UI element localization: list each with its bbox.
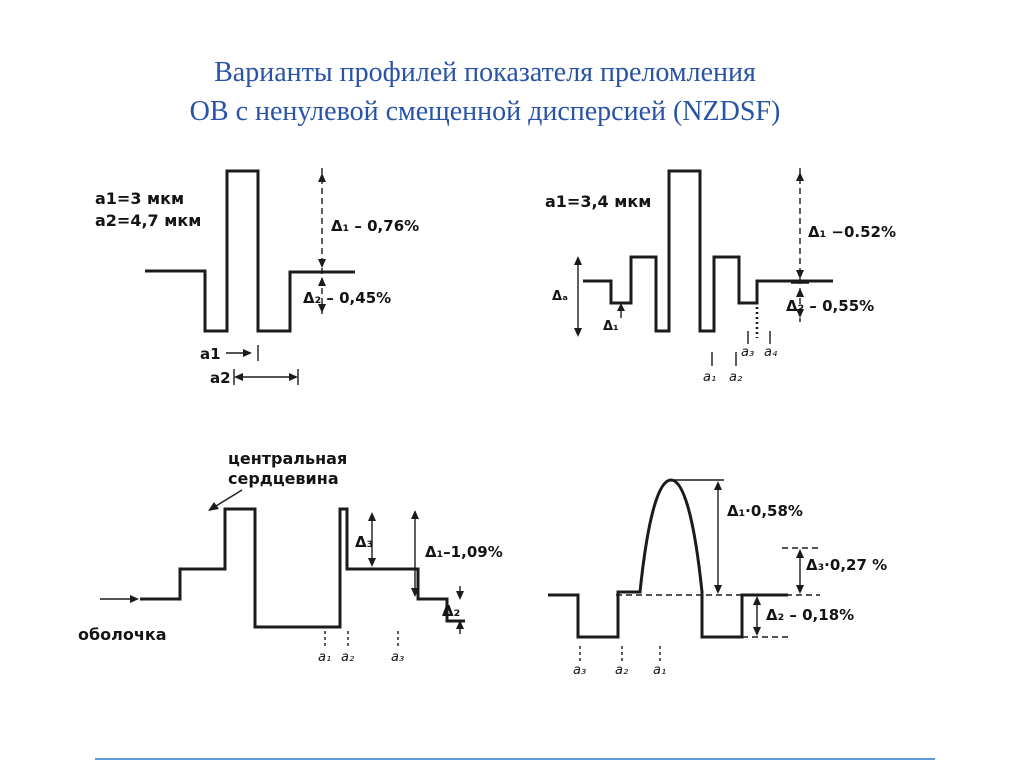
delta2-label: Δ₂ xyxy=(442,602,460,620)
arrowhead-up-icon xyxy=(796,172,804,181)
refractive-profile-curve xyxy=(140,507,465,629)
delta2-label: Δ₂ – 0,45% xyxy=(303,289,391,307)
arrowhead-up-icon xyxy=(753,596,761,605)
delta3-label: Δ₃·0,27 % xyxy=(806,556,887,574)
core-label-line1: центральная xyxy=(228,449,347,468)
arrowhead-up-icon xyxy=(318,277,326,286)
delta2-label: Δ₂ – 0,55% xyxy=(786,297,874,315)
delta1-label: Δ₁ −0.52% xyxy=(808,223,896,241)
radius-a2-label: a₂ xyxy=(341,650,354,665)
delta1-label: Δ₁ – 0,76% xyxy=(331,217,419,235)
radius-a4-label: a₄ xyxy=(764,345,778,360)
arrowhead-up-icon xyxy=(411,510,419,519)
diagram-top-left: a1=3 мкм a2=4,7 мкм Δ₁ – 0,76% Δ₂ – 0,45… xyxy=(95,168,419,387)
arrowhead-down-icon xyxy=(796,585,804,594)
radius-a2-label: a₂ xyxy=(729,370,742,385)
arrowhead-up-icon xyxy=(318,173,326,182)
refractive-profile-curve xyxy=(145,169,355,333)
arrowhead-down-icon xyxy=(574,328,582,337)
diagram-top-right: a1=3,4 мкм Δₐ Δ₁ Δ₁ −0.52% Δ₂ – 0,55% a₃… xyxy=(545,168,896,385)
bottom-rule xyxy=(95,758,935,760)
arrowhead-up-icon xyxy=(796,288,804,297)
refractive-profile-curve xyxy=(583,169,833,333)
arrowhead-down-icon xyxy=(318,304,326,313)
slide-title: Варианты профилей показателя преломления… xyxy=(0,54,970,131)
arrowhead-right-icon xyxy=(289,373,298,381)
radius-a1-label: a1 xyxy=(200,345,221,363)
radius-a3-label: a₃ xyxy=(391,650,404,665)
refractive-profile-curve xyxy=(548,478,788,639)
arrowhead-up-icon xyxy=(368,512,376,521)
core-label-line2: сердцевина xyxy=(228,469,339,488)
param-a2-label: a2=4,7 мкм xyxy=(95,211,201,230)
arrowhead-up-icon xyxy=(796,549,804,558)
slide-title-line1: Варианты профилей показателя преломления xyxy=(214,57,756,88)
arrowhead-icon xyxy=(208,502,219,511)
delta3-label: Δ₃ xyxy=(355,533,373,551)
arrowhead-up-icon xyxy=(456,620,464,629)
arrowhead-left-icon xyxy=(234,373,243,381)
radius-a1-label: a₁ xyxy=(318,650,331,665)
param-a1-label: a1=3,4 мкм xyxy=(545,192,651,211)
delta1-small-label: Δ₁ xyxy=(603,319,619,334)
arrowhead-down-icon xyxy=(796,309,804,318)
delta1-label: Δ₁·0,58% xyxy=(727,502,803,520)
param-a1-label: a1=3 мкм xyxy=(95,189,184,208)
radius-a3-label: a₃ xyxy=(741,345,754,360)
arrowhead-up-icon xyxy=(574,256,582,265)
arrowhead-right-icon xyxy=(243,349,252,357)
slide-title-line2: ОВ с ненулевой смещенной дисперсией (NZD… xyxy=(189,95,781,127)
radius-a3-label: a₃ xyxy=(573,663,586,678)
diagram-bottom-left: центральная сердцевина оболочка Δ₃ Δ₁–1,… xyxy=(78,449,503,665)
arrowhead-right-icon xyxy=(130,595,139,603)
radius-a1-label: a₁ xyxy=(653,663,666,678)
delta2-label: Δ₂ – 0,18% xyxy=(766,606,854,624)
arrowhead-down-icon xyxy=(411,588,419,597)
arrowhead-down-icon xyxy=(368,558,376,567)
arrowhead-down-icon xyxy=(318,259,326,268)
arrowhead-up-icon xyxy=(714,481,722,490)
pointer-line xyxy=(215,489,243,507)
radius-a2-label: a2 xyxy=(210,369,231,387)
radius-a2-label: a₂ xyxy=(615,663,628,678)
delta-a-label: Δₐ xyxy=(552,289,568,304)
arrowhead-up-icon xyxy=(617,303,625,311)
radius-a1-label: a₁ xyxy=(703,370,716,385)
arrowhead-down-icon xyxy=(714,585,722,594)
delta1-label: Δ₁–1,09% xyxy=(425,543,503,561)
cladding-label: оболочка xyxy=(78,625,167,644)
arrowhead-down-icon xyxy=(456,591,464,600)
diagram-bottom-right: Δ₁·0,58% Δ₃·0,27 % Δ₂ – 0,18% a₃ a₂ a₁ xyxy=(548,478,887,678)
arrowhead-down-icon xyxy=(753,627,761,636)
arrowhead-down-icon xyxy=(796,270,804,279)
